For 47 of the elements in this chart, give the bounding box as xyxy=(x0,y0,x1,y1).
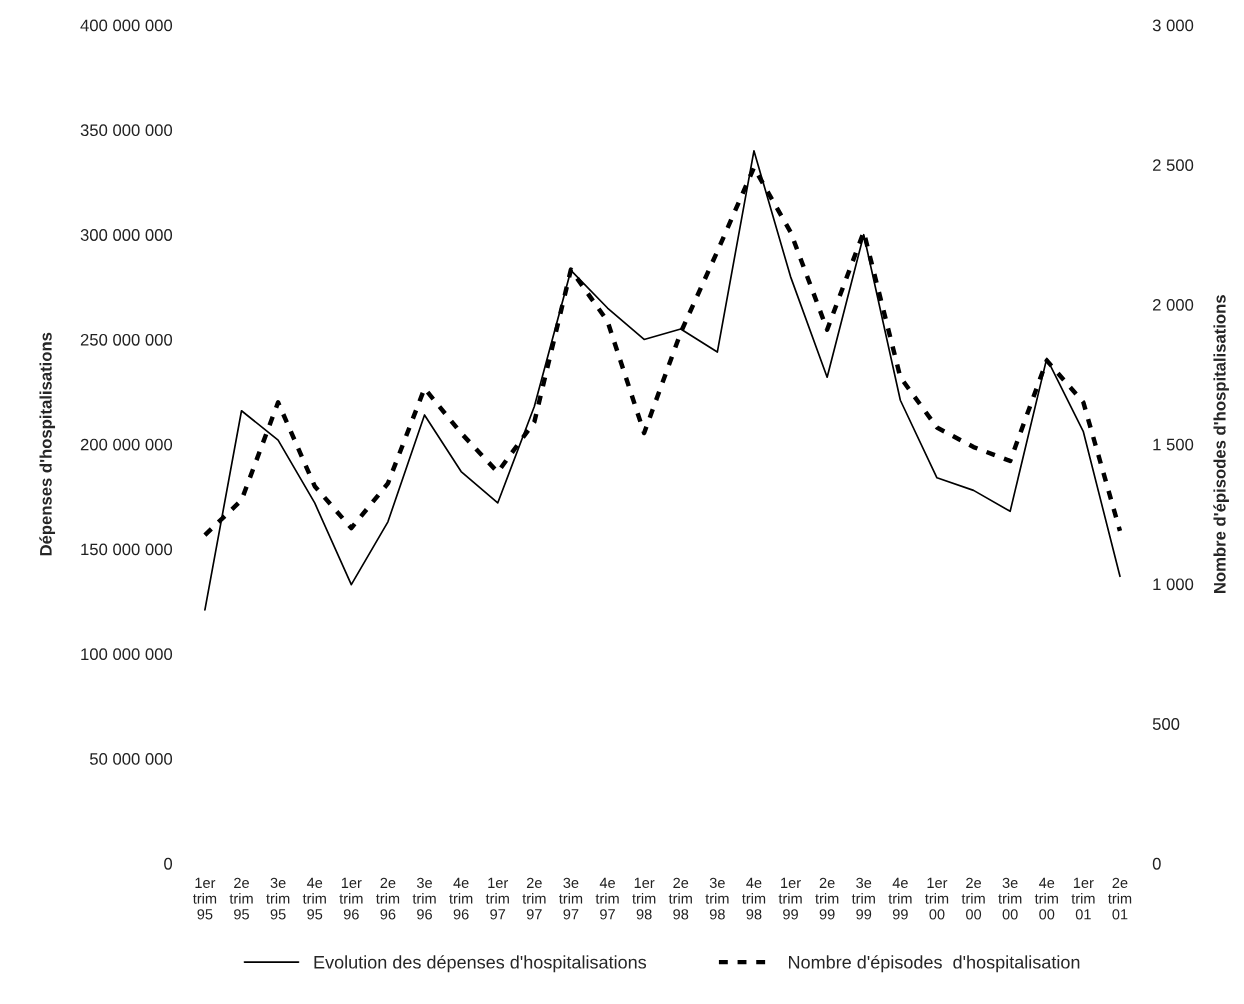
x-tick-label: 3e trim 99 xyxy=(851,877,875,920)
y-tick-label: 300 000 000 xyxy=(80,229,173,241)
x-tick-label: 4e trim 98 xyxy=(742,877,766,920)
x-tick-label: 3e trim 97 xyxy=(559,877,583,920)
x-tick-label: 1er trim 00 xyxy=(925,877,949,920)
y2-tick-label: 3 000 xyxy=(1152,19,1194,32)
x-tick-label: 3e trim 00 xyxy=(998,877,1022,920)
y-tick-label: 250 000 000 xyxy=(80,333,173,346)
x-tick-label: 4e trim 00 xyxy=(1034,877,1058,920)
legend-label: Nombre d'épisodes d'hospitalisation xyxy=(789,955,1080,973)
x-tick-label: 1er trim 99 xyxy=(778,877,802,920)
y-tick-label: 400 000 000 xyxy=(80,19,173,32)
y-tick-label: 50 000 000 xyxy=(89,753,173,765)
x-tick-label: 2e trim 98 xyxy=(668,877,692,920)
x-tick-label: 2e trim 96 xyxy=(375,877,400,920)
x-tick-label: 2e trim 95 xyxy=(229,877,253,920)
y2-tick-label: 1 500 xyxy=(1153,438,1194,451)
x-tick-label: 1er trim 97 xyxy=(485,877,509,920)
legend-label: Evolution des dépenses d'hospitalisations xyxy=(314,955,647,973)
x-tick-label: 1er trim 95 xyxy=(192,877,217,920)
x-tick-label: 4e trim 97 xyxy=(595,877,619,920)
y2-tick-label: 500 xyxy=(1152,718,1180,730)
x-tick-label: 2e trim 01 xyxy=(1108,877,1132,920)
y2-tick-label: 2 500 xyxy=(1152,159,1194,172)
y2-tick-label: 0 xyxy=(1152,857,1161,870)
y-tick-label: 200 000 000 xyxy=(80,438,173,451)
x-tick-label: 3e trim 95 xyxy=(266,877,290,920)
x-tick-label: 1er trim 98 xyxy=(632,877,656,920)
x-tick-label: 1er trim 96 xyxy=(339,877,363,920)
y-tick-label: 0 xyxy=(164,857,173,870)
y-tick-label: 350 000 000 xyxy=(80,124,173,137)
x-tick-label: 4e trim 95 xyxy=(302,877,326,920)
x-tick-label: 4e trim 99 xyxy=(888,877,912,920)
x-tick-label: 3e trim 96 xyxy=(412,877,436,920)
x-tick-label: 2e trim 99 xyxy=(815,877,839,920)
y-tick-label: 100 000 000 xyxy=(81,648,173,661)
y2-tick-label: 2 000 xyxy=(1152,298,1194,311)
y-tick-label: 150 000 000 xyxy=(81,543,173,556)
x-tick-label: 2e trim 97 xyxy=(522,877,546,920)
y2-tick-label: 1 000 xyxy=(1153,578,1194,591)
y2-axis-title: Nombre d'épisodes d'hospitalisations xyxy=(1213,295,1229,593)
line-series xyxy=(204,150,1121,611)
x-tick-label: 3e trim 98 xyxy=(705,877,729,920)
x-tick-label: 2e trim 00 xyxy=(961,877,985,920)
x-tick-label: 1er trim 01 xyxy=(1071,877,1095,920)
x-tick-label: 4e trim 96 xyxy=(449,877,473,920)
y-axis-title: Dépenses d'hospitalisations xyxy=(39,332,56,556)
